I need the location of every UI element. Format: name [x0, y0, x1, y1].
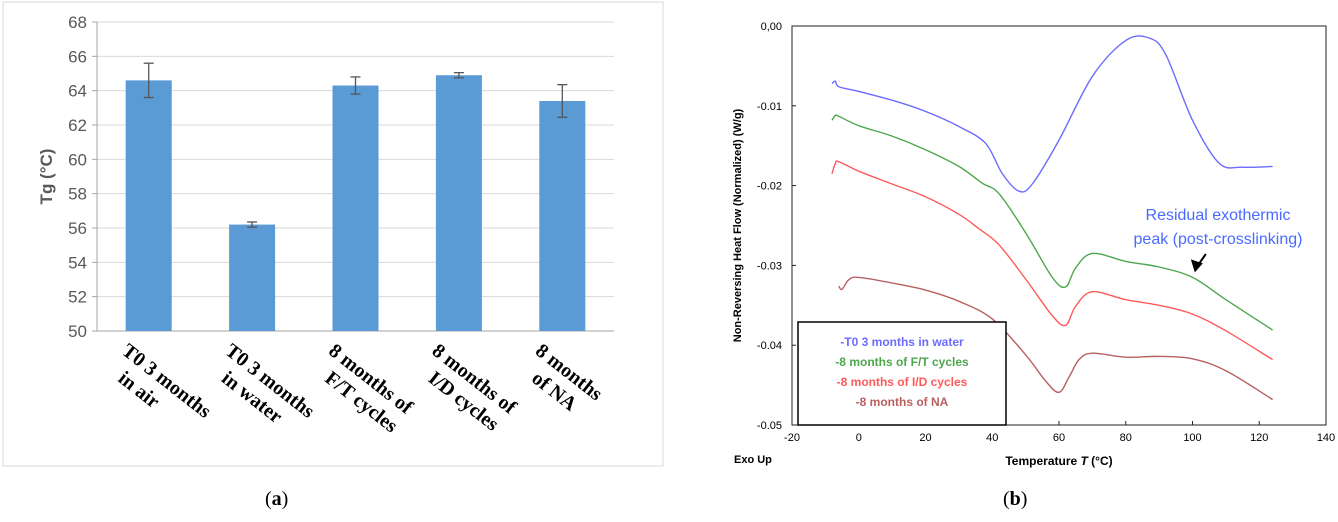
chart-a-bar	[435, 75, 482, 331]
chart-a-bar	[125, 80, 172, 331]
chart-b-ytick-label: 0,00	[761, 21, 782, 33]
chart-b-xtick-label: 100	[1183, 432, 1201, 444]
chart-b-annotation-line: peak (post-crosslinking)	[1134, 231, 1303, 248]
chart-b-legend-entry: -T0 3 months in water	[840, 335, 964, 349]
chart-a-frame	[2, 1, 664, 467]
chart-b-ytick-label: -0.05	[757, 420, 782, 432]
chart-a-xtick-label: 8 months ofI/D cycles	[424, 340, 520, 436]
chart-b-xtick-label: 20	[919, 432, 931, 444]
chart-a-ytick-label: 58	[68, 185, 87, 204]
chart-b-corner-label: Exo Up	[734, 454, 772, 466]
chart-b-legend	[797, 321, 1007, 426]
chart-b-annotation-line: Residual exothermic	[1146, 207, 1291, 224]
chart-b-xtick-label: 40	[986, 432, 998, 444]
panel-a-label: (a)	[265, 488, 288, 511]
chart-a-ytick-label: 64	[68, 82, 87, 101]
chart-a-ylabel: Tg (°C)	[37, 149, 56, 205]
chart-a-ytick-label: 68	[68, 13, 87, 32]
chart-b-annotation-arrowhead	[1190, 259, 1203, 273]
panel-a-close: )	[281, 488, 289, 510]
panel-b-letter: b	[1009, 488, 1021, 510]
chart-b-series-line	[831, 35, 1273, 193]
chart-b-ytick-label: -0.02	[757, 181, 782, 193]
panel-a-letter: a	[271, 488, 282, 510]
chart-a-ytick-label: 60	[68, 150, 87, 169]
chart-b-xtick-label: 60	[1053, 432, 1065, 444]
chart-b-xtick-label: 140	[1317, 432, 1335, 444]
chart-b-xtick-label: 0	[856, 432, 862, 444]
chart-a-ytick-label: 54	[68, 253, 87, 272]
chart-a-bar	[332, 85, 379, 332]
chart-b-ytick-label: -0.03	[757, 260, 782, 272]
panel-b-open: (	[1003, 488, 1010, 510]
chart-a-xtick-label: 8 months ofF/T cycles	[321, 340, 417, 438]
chart-b-xlabel-prefix: Temperature	[1005, 454, 1080, 468]
chart-b-ytick-label: -0.01	[757, 101, 782, 113]
chart-a-bar	[229, 224, 276, 331]
chart-a-ytick-label: 56	[68, 219, 87, 238]
chart-b-xtick-label: -20	[784, 432, 800, 444]
chart-b-ytick-label: -0.04	[757, 340, 782, 352]
chart-b-xtick-label: 80	[1120, 432, 1132, 444]
chart-a-ytick-label: 62	[68, 116, 87, 135]
chart-a-ytick-label: 66	[68, 47, 87, 66]
chart-b-xlabel: Temperature T (°C)	[1005, 454, 1112, 468]
panel-b-close: )	[1020, 488, 1028, 510]
chart-b-series-line	[831, 160, 1273, 361]
chart-a-ytick-label: 52	[68, 288, 87, 307]
chart-b-series-line	[831, 114, 1273, 331]
panel-b-label: (b)	[1003, 488, 1027, 511]
chart-a-ytick-label: 50	[68, 322, 87, 341]
chart-b-xlabel-suffix: (°C)	[1088, 454, 1113, 468]
chart-b-ylabel: Non-Reversing Heat Flow (Normalized) (W/…	[732, 108, 744, 342]
chart-a-bar	[539, 100, 586, 331]
chart-b-legend-entry: -8 months of NA	[856, 395, 949, 409]
chart-b-legend-entry: -8 months of I/D cycles	[837, 375, 968, 389]
chart-b-xtick-label: 120	[1250, 432, 1268, 444]
chart-b-xlabel-var: T	[1081, 454, 1090, 468]
chart-b-series-line	[838, 276, 1273, 401]
panel-a-open: (	[265, 488, 272, 510]
chart-b-legend-entry: -8 months of F/T cycles	[835, 355, 969, 369]
